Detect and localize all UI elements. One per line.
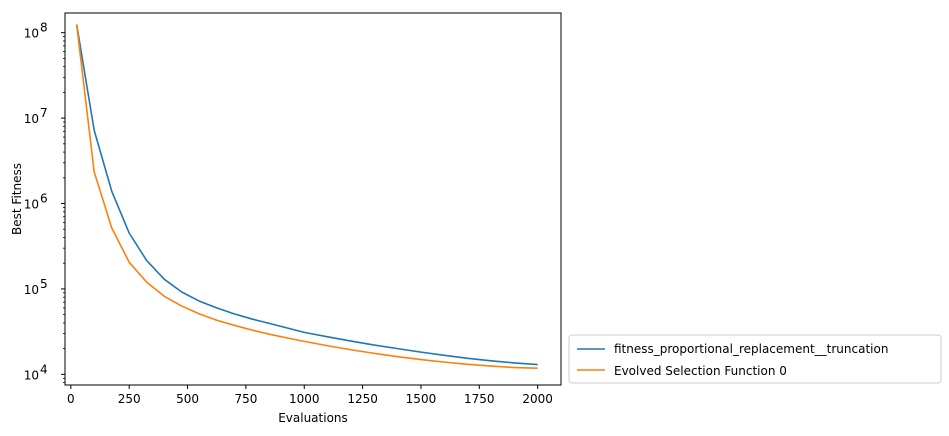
x-tick-label: 500 [176, 392, 199, 406]
y-tick-exponent: 4 [40, 362, 48, 376]
y-tick-label: 10 [24, 27, 39, 41]
legend-label-series-1: fitness_proportional_replacement__trunca… [614, 342, 888, 356]
y-axis-label: Best Fitness [10, 163, 24, 235]
x-tick-label: 0 [67, 392, 75, 406]
x-tick-label: 750 [234, 392, 257, 406]
x-tick-label: 1250 [347, 392, 378, 406]
x-tick-label: 2000 [522, 392, 553, 406]
plot-frame [64, 12, 562, 386]
x-tick-label: 250 [118, 392, 141, 406]
y-tick-label: 10 [24, 198, 39, 212]
x-axis-ticks: 0 250 500 750 1000 1250 1500 1750 2000 [67, 385, 553, 406]
legend-frame [568, 334, 942, 384]
x-tick-label: 1750 [464, 392, 495, 406]
y-tick-label: 10 [24, 283, 39, 297]
y-tick-label: 10 [24, 368, 39, 382]
y-tick-exponent: 6 [40, 192, 48, 206]
legend-label-series-2: Evolved Selection Function 0 [614, 364, 787, 378]
y-tick-label: 10 [24, 112, 39, 126]
plot-area [65, 13, 561, 385]
x-tick-label: 1500 [406, 392, 437, 406]
y-tick-exponent: 5 [40, 277, 48, 291]
series-line-2 [75, 24, 538, 369]
series-layer [75, 24, 538, 369]
x-tick-label: 1000 [289, 392, 320, 406]
y-tick-exponent: 8 [40, 21, 48, 35]
series-line-1 [75, 24, 538, 366]
x-axis-label: Evaluations [278, 411, 348, 425]
y-tick-exponent: 7 [40, 106, 48, 120]
legend: fitness_proportional_replacement__trunca… [568, 334, 942, 384]
